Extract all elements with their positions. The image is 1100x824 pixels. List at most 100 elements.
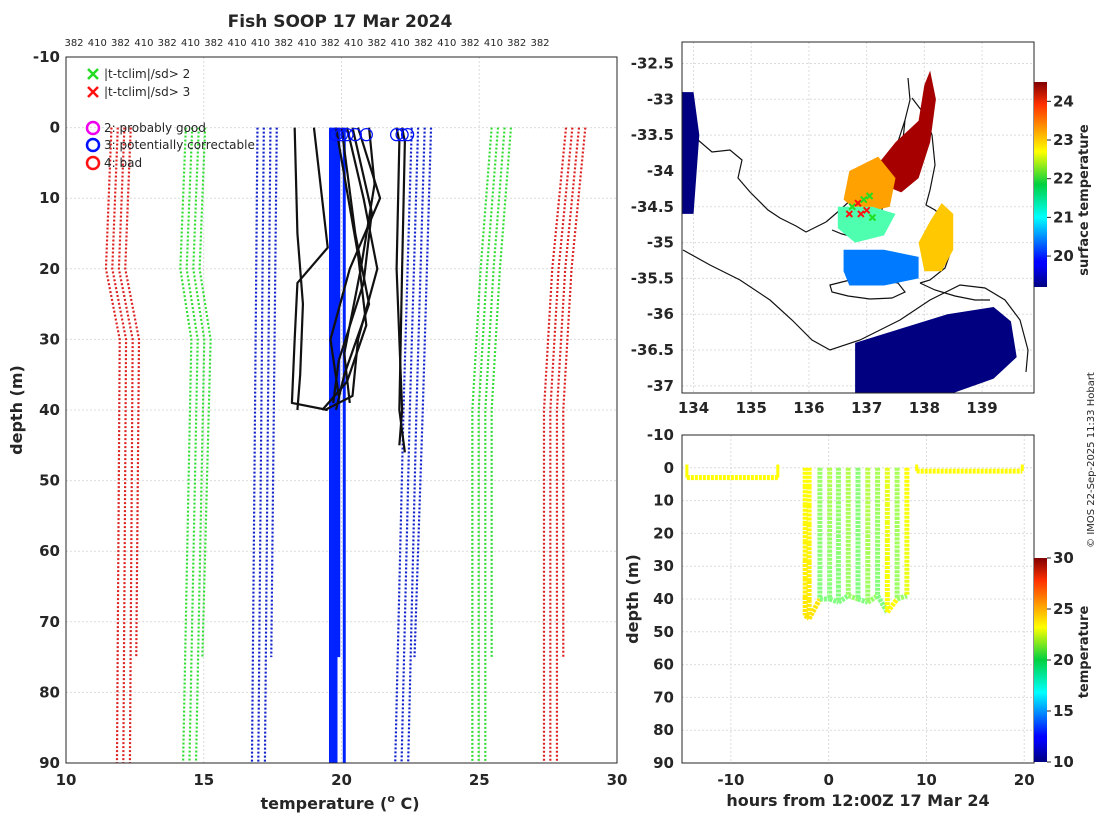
profile-plot-frame <box>65 56 618 764</box>
top-label: 382 <box>507 38 526 49</box>
cast-position-marker <box>848 203 856 211</box>
sst-colorbar-tick-label: 24 <box>1053 92 1074 110</box>
time-y-tick-label: 10 <box>653 492 674 510</box>
legend-label: |t-tclim|/sd> 3 <box>104 85 190 99</box>
temperature-colorbar-tick-label: 10 <box>1053 753 1074 771</box>
flagged-profiles <box>328 127 346 763</box>
top-label: 382 <box>321 38 340 49</box>
lat-tick-label: -33 <box>647 90 674 108</box>
climatology-line <box>257 127 265 764</box>
profile-line <box>290 127 329 412</box>
y-tick-label: 20 <box>39 260 60 278</box>
sst-colorbar-tick-label: 22 <box>1053 170 1074 188</box>
lon-tick-label: 139 <box>966 399 997 417</box>
time-x-axis-label: hours from 12:00Z 17 Mar 24 <box>726 791 989 810</box>
climatology-line <box>490 127 513 658</box>
y-tick-label: 10 <box>39 189 60 207</box>
map-panel: 134 135 136 137 138 139 -32.5 -33 -33.5 -34 -34.5… <box>631 41 1092 417</box>
climatology-lines <box>104 127 587 764</box>
climatology-line <box>192 127 206 764</box>
time-x-tick-label: 10 <box>916 771 937 789</box>
climatology-line <box>484 127 506 763</box>
cast-position-marker <box>857 210 865 218</box>
cast-position-marker <box>862 206 871 215</box>
time-y-tick-label: 70 <box>653 688 674 706</box>
lat-tick-label: -34.5 <box>631 198 674 216</box>
profile-line <box>293 127 305 411</box>
y-tick-label: 50 <box>39 472 60 490</box>
lon-tick-label: 134 <box>678 399 709 417</box>
legend: |t-tclim|/sd> 2 |t-tclim|/sd> 3 2: probabl… <box>85 67 255 171</box>
time-y-tick-label: 30 <box>653 557 674 575</box>
flag-marker-circle <box>395 128 409 142</box>
temperature-colorbar-tick-label: 15 <box>1053 702 1074 720</box>
lon-tick-label: 136 <box>793 399 824 417</box>
cast-bottom-link <box>875 594 890 614</box>
x-tick-labels: 10 15 20 25 30 <box>56 771 628 789</box>
cast-traces <box>802 467 910 621</box>
legend-label: 2: probably good <box>104 121 206 135</box>
x-tick-label: 30 <box>607 771 628 789</box>
sst-heatmap <box>682 70 1017 393</box>
climatology-line <box>549 127 574 763</box>
x-tick-label: 20 <box>331 771 352 789</box>
top-label: 410 <box>181 38 200 49</box>
legend-x-marker <box>87 86 99 98</box>
credit-text: © IMOS 22-Sep-2025 11:33 Hobart <box>1086 372 1097 548</box>
cast-bottom-link <box>896 593 908 602</box>
y-tick-label: 70 <box>39 613 60 631</box>
top-label: 382 <box>461 38 480 49</box>
chart-title: Fish SOOP 17 Mar 2024 <box>228 12 453 32</box>
y-tick-label: 40 <box>39 401 60 419</box>
time-y-axis-label: depth (m) <box>623 554 642 644</box>
sst-colorbar-tick-label: 23 <box>1053 131 1074 149</box>
climatology-line <box>263 127 272 764</box>
fleurieu-coast <box>919 282 990 301</box>
sst-colorbar <box>1034 82 1047 287</box>
climatology-line <box>471 127 493 763</box>
time-y-tick-label: 50 <box>653 623 674 641</box>
top-label: 382 <box>64 38 83 49</box>
sst-colorbar-tick-label: 20 <box>1053 247 1074 265</box>
time-y-tick-label: 80 <box>653 721 674 739</box>
time-x-tick-label: -10 <box>717 771 744 789</box>
southern-coast <box>682 249 1029 373</box>
cast-bottom-link <box>806 597 823 620</box>
sst-mid-spencer <box>843 156 896 214</box>
time-y-tick-label: 40 <box>653 590 674 608</box>
time-y-tick-label: -10 <box>647 426 674 444</box>
climatology-line <box>198 127 212 658</box>
cast-bottom-link <box>847 593 859 602</box>
eyre-peninsula-coast <box>682 91 827 233</box>
time-y-tick-label: 0 <box>664 459 674 477</box>
temperature-colorbar-tick-label: 25 <box>1053 600 1074 618</box>
top-labels-row: 382 410 382 410 382 410 382 410 410 382 410 382 410 3… <box>64 38 549 49</box>
climatology-line <box>407 127 426 764</box>
lat-tick-label: -32.5 <box>631 54 674 72</box>
lon-tick-label: 137 <box>851 399 882 417</box>
lat-tick-label: -37 <box>647 377 674 395</box>
temperature-colorbar <box>1034 558 1047 762</box>
climatology-line <box>477 127 500 763</box>
sst-upper-spencer <box>878 70 936 193</box>
climatology-line <box>111 127 128 764</box>
top-label: 410 <box>228 38 247 49</box>
top-label: 410 <box>437 38 456 49</box>
climatology-line <box>124 127 141 658</box>
climatology-line <box>250 127 259 764</box>
cast-position-marker <box>854 199 862 207</box>
x-axis-label: temperature (o C) <box>260 792 419 813</box>
time-x-tick-label: 20 <box>1014 771 1035 789</box>
flag-marker-circle <box>389 128 404 142</box>
time-x-tick-label: 0 <box>823 771 833 789</box>
legend-circle-marker <box>85 155 101 171</box>
climatology-line <box>394 127 413 764</box>
climatology-line <box>555 127 581 763</box>
profile-line <box>324 127 379 411</box>
profile-line <box>343 127 376 404</box>
y-tick-label: 80 <box>39 683 60 701</box>
sst-colorbar-tick-label: 21 <box>1053 208 1074 226</box>
y-tick-label: 0 <box>50 119 60 137</box>
legend-circle-marker <box>85 120 101 136</box>
